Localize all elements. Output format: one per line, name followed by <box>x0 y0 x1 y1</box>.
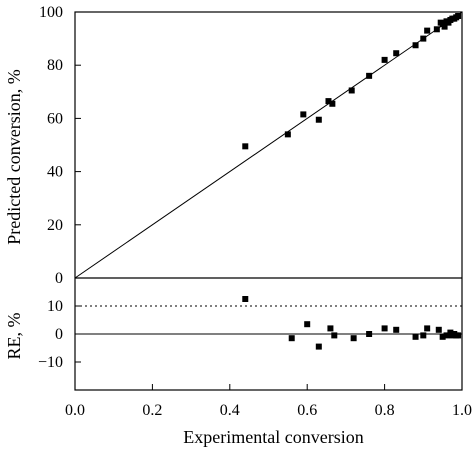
top-data-point <box>300 111 307 118</box>
x-tick-label: 0.2 <box>142 402 162 419</box>
bottom-y-ticks: −10 0 10 <box>38 298 81 371</box>
bottom-data-point <box>350 335 357 342</box>
bottom-data-point <box>412 333 419 340</box>
top-y-tick-label: 80 <box>47 57 63 74</box>
x-tick-label: 0.0 <box>65 402 85 419</box>
top-data-point <box>366 72 373 79</box>
top-y-tick-label: 40 <box>47 164 63 181</box>
top-panel: 0 20 40 60 80 100 <box>39 4 463 287</box>
x-ticks: 0.0 0.2 0.4 0.6 0.8 1.0 <box>65 384 472 419</box>
top-y-axis-title: Predicted conversion, % <box>4 69 24 244</box>
top-data-point <box>420 35 427 42</box>
bottom-data-point <box>304 321 311 328</box>
bottom-data-point <box>439 333 446 340</box>
bottom-data-point <box>393 326 400 333</box>
top-y-tick-label: 20 <box>47 217 63 234</box>
bottom-data-point <box>366 331 373 337</box>
top-data-point <box>348 87 355 94</box>
top-y-tick-label: 60 <box>47 110 63 127</box>
top-data-point <box>315 116 322 123</box>
top-data-point <box>242 143 249 150</box>
bottom-data-point <box>327 325 334 332</box>
x-tick-label: 0.6 <box>297 402 317 419</box>
bottom-y-tick-label: 10 <box>47 298 63 315</box>
top-data-point <box>441 23 448 30</box>
top-data-points <box>242 12 462 150</box>
top-data-point <box>424 27 431 34</box>
x-tick-label: 1.0 <box>452 402 472 419</box>
bottom-y-tick-label: −10 <box>38 354 63 371</box>
top-data-point <box>455 12 462 19</box>
x-tick-label: 0.8 <box>375 402 395 419</box>
top-data-point <box>412 42 419 49</box>
bottom-y-axis-title: RE, % <box>4 312 24 359</box>
x-tick-label: 0.4 <box>220 402 240 419</box>
bottom-data-point <box>424 325 431 332</box>
bottom-panel: −10 0 10 0.0 0.2 0.4 0.6 0.8 1.0 <box>38 296 472 419</box>
bottom-data-point <box>331 332 338 339</box>
top-data-point <box>325 98 332 105</box>
bottom-data-point <box>315 343 322 350</box>
bottom-data-point <box>455 332 462 339</box>
parity-line <box>74 11 463 279</box>
top-data-point <box>381 56 388 63</box>
plot-frame <box>74 11 463 391</box>
bottom-data-point <box>443 332 450 339</box>
top-y-tick-label: 0 <box>55 270 63 287</box>
top-data-point <box>433 26 440 33</box>
bottom-data-point <box>288 335 295 342</box>
bottom-data-points <box>242 296 462 350</box>
top-data-point <box>329 100 336 107</box>
bottom-data-point <box>242 296 249 302</box>
bottom-data-point <box>420 332 427 339</box>
bottom-y-tick-label: 0 <box>55 326 63 343</box>
top-data-point <box>284 131 291 138</box>
top-data-point <box>393 50 400 57</box>
x-axis-title: Experimental conversion <box>183 427 363 447</box>
top-y-tick-label: 100 <box>39 4 63 21</box>
bottom-data-point <box>381 325 388 332</box>
bottom-data-point <box>435 326 442 333</box>
